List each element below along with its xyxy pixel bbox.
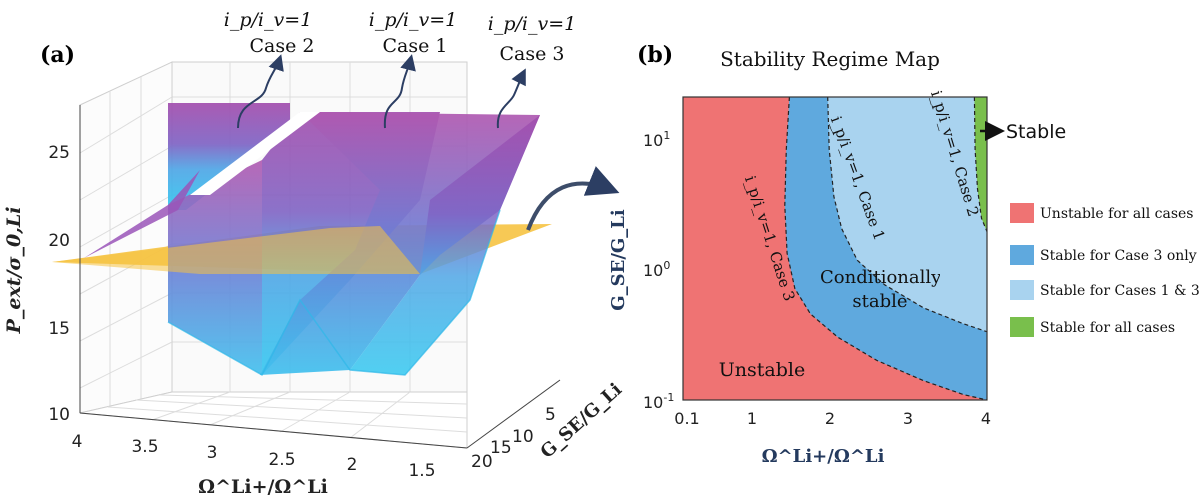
legend-label-unstable: Unstable for all cases	[1040, 206, 1194, 222]
b-x-tick-0.1: 0.1	[674, 409, 699, 428]
annotation-case3-ratio: i_p/i_v=1	[488, 13, 576, 35]
annotation-case2-label: Case 2	[250, 35, 315, 57]
y-tick-10: 10	[512, 427, 534, 447]
plot-frame	[682, 96, 988, 401]
annotation-case3-arrow	[496, 68, 526, 129]
b-y-tick-0.1: 10-1	[643, 391, 674, 412]
annotation-case1-ratio: i_p/i_v=1	[369, 9, 457, 31]
legend-swatch-case3	[1010, 245, 1034, 265]
legend-label-case3: Stable for Case 3 only	[1040, 248, 1197, 264]
x-tick-3: 3	[207, 443, 218, 463]
panel-b: (b) Stability Regime Map i_p/i_v=1, Case…	[608, 42, 1200, 467]
z-tick-20: 20	[48, 231, 70, 251]
annotation-case3-label: Case 3	[500, 43, 565, 65]
legend-item-case3: Stable for Case 3 only	[1010, 245, 1197, 265]
panel-a: (a)	[3, 9, 626, 498]
region-label-conditional-wrap: Conditionally stable	[820, 267, 940, 312]
x-axis-title: Ω^Li+/Ω^Li	[198, 476, 328, 498]
annotation-case1: i_p/i_v=1 Case 1	[369, 9, 457, 129]
annotation-case2-arrow	[237, 54, 284, 129]
b-y-tick-1: 100	[643, 259, 670, 280]
legend-swatch-all	[1010, 317, 1034, 337]
legend-label-all: Stable for all cases	[1040, 320, 1175, 336]
annotation-case2-ratio: i_p/i_v=1	[224, 9, 312, 31]
b-x-axis: 0.1 1 2 3 4	[674, 409, 991, 428]
x-tick-2: 2	[347, 455, 358, 475]
region-cases-1-3	[827, 97, 987, 332]
x-tick-3.5: 3.5	[131, 437, 158, 457]
chart-title: Stability Regime Map	[720, 47, 940, 71]
legend-item-cases13: Stable for Cases 1 & 3	[1010, 280, 1200, 300]
annotation-case1-arrow	[383, 54, 416, 129]
annotation-case2: i_p/i_v=1 Case 2	[224, 9, 315, 129]
legend-item-unstable: Unstable for all cases	[1010, 203, 1194, 223]
legend-item-all: Stable for all cases	[1010, 317, 1175, 337]
z-tick-25: 25	[48, 143, 70, 163]
x-tick-4: 4	[72, 432, 83, 452]
y-axis: 5 10 15 20	[466, 379, 561, 472]
y-tick-5: 5	[545, 405, 556, 425]
legend-label-cases13: Stable for Cases 1 & 3	[1040, 283, 1200, 299]
region-label-unstable: Unstable	[719, 359, 805, 381]
b-y-axis: 10-1 100 101	[643, 129, 674, 412]
connector-arrow	[526, 166, 620, 231]
z-axis: 10 15 20 25	[48, 105, 81, 425]
y-tick-15: 15	[490, 438, 512, 458]
region-label-conditional: Conditionally stable	[820, 267, 940, 312]
legend-swatch-unstable	[1010, 203, 1034, 223]
b-x-tick-4: 4	[981, 409, 991, 428]
legend-swatch-cases13	[1010, 280, 1034, 300]
z-tick-15: 15	[48, 319, 70, 339]
panel-b-label: (b)	[637, 42, 673, 68]
x-axis: 4 3.5 3 2.5 2 1.5	[72, 412, 468, 481]
z-axis-title: P_ext/σ_0,Li	[3, 207, 25, 335]
y-tick-20: 20	[471, 452, 493, 472]
b-y-tick-10: 101	[643, 129, 670, 150]
b-x-axis-title: Ω^Li+/Ω^Li	[762, 446, 885, 467]
annotation-case3: i_p/i_v=1 Case 3	[488, 13, 576, 129]
region-label-stable: Stable	[1006, 121, 1066, 143]
b-x-tick-1: 1	[747, 409, 757, 428]
surface	[84, 103, 540, 377]
boundary-case2	[973, 97, 987, 232]
x-tick-1.5: 1.5	[408, 461, 435, 481]
legend: Unstable for all cases Stable for Case 3…	[1010, 203, 1200, 337]
plane-z20-front	[52, 226, 420, 274]
x-tick-2.5: 2.5	[268, 450, 295, 470]
b-y-axis-title: G_SE/G_Li	[608, 209, 629, 311]
z-tick-10: 10	[48, 405, 70, 425]
b-x-tick-2: 2	[825, 409, 835, 428]
boundary-case1	[827, 97, 987, 333]
b-x-tick-3: 3	[903, 409, 913, 428]
annotation-case1-label: Case 1	[383, 35, 448, 57]
panel-a-label: (a)	[40, 42, 75, 68]
